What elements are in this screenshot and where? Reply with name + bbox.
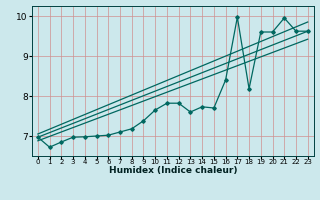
X-axis label: Humidex (Indice chaleur): Humidex (Indice chaleur)	[108, 166, 237, 175]
